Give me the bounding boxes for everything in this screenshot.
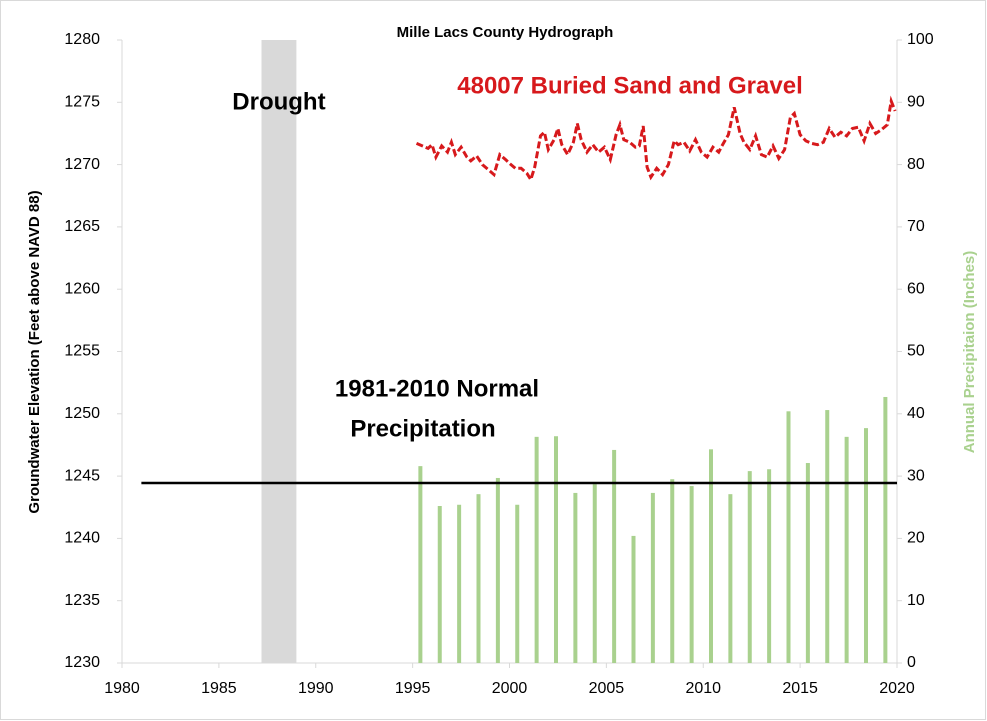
y2-axis-label: Annual Precipitaion (Inches): [961, 251, 978, 454]
precipitation-bar: [689, 486, 694, 663]
precipitation-bar: [786, 411, 791, 663]
y2-tick-label: 20: [907, 530, 925, 547]
precipitation-bar: [825, 410, 830, 663]
y-tick-label: 1275: [64, 94, 100, 111]
precipitation-bar: [534, 436, 539, 663]
precipitation-bar: [650, 492, 655, 663]
precipitation-bar: [592, 484, 597, 663]
x-tick-label: 2015: [782, 680, 818, 697]
precipitation-bar: [573, 492, 578, 663]
y2-tick-label: 100: [907, 31, 934, 48]
y-tick-label: 1250: [64, 405, 100, 422]
y-tick-label: 1260: [64, 280, 100, 297]
normal-precip-label: 1981-2010 Normal: [335, 375, 539, 402]
precipitation-bar: [883, 396, 888, 663]
y-tick-label: 1255: [64, 343, 100, 360]
y-tick-label: 1265: [64, 218, 100, 235]
y2-tick-label: 80: [907, 156, 925, 173]
precipitation-bar: [747, 471, 752, 663]
y2-tick-label: 0: [907, 654, 916, 671]
y2-tick-label: 70: [907, 218, 925, 235]
y-tick-label: 1240: [64, 530, 100, 547]
precipitation-bar: [670, 479, 675, 663]
drought-label: Drought: [232, 88, 325, 115]
x-tick-label: 1995: [395, 680, 431, 697]
drought-band: [261, 40, 297, 663]
precipitation-bar: [709, 449, 713, 663]
y2-tick-label: 30: [907, 467, 925, 484]
x-tick-label: 1985: [201, 680, 237, 697]
y-axis-label: Groundwater Elevation (Feet above NAVD 8…: [26, 190, 43, 513]
precipitation-bar: [728, 494, 733, 663]
precipitation-bar: [418, 466, 423, 663]
precipitation-bar: [844, 436, 849, 663]
precipitation-bar: [805, 463, 810, 663]
x-tick-label: 2010: [685, 680, 721, 697]
y-tick-label: 1270: [64, 156, 100, 173]
x-tick-label: 1990: [298, 680, 334, 697]
precipitation-bar: [767, 469, 772, 663]
precipitation-bar: [437, 506, 442, 663]
precipitation-bar: [612, 449, 617, 663]
x-tick-label: 2020: [879, 680, 915, 697]
x-tick-label: 1980: [104, 680, 140, 697]
precipitation-bar: [495, 477, 500, 663]
y-tick-label: 1280: [64, 31, 100, 48]
y-tick-label: 1230: [64, 654, 100, 671]
precipitation-bar: [631, 535, 636, 663]
y2-tick-label: 50: [907, 343, 925, 360]
y2-tick-label: 90: [907, 94, 925, 111]
normal-precip-label: Precipitation: [350, 415, 495, 442]
precipitation-bar: [476, 494, 481, 663]
precipitation-bar: [515, 504, 520, 663]
series-label: 48007 Buried Sand and Gravel: [457, 72, 802, 99]
chart-title: Mille Lacs County Hydrograph: [397, 24, 614, 41]
groundwater-line: [415, 95, 897, 184]
y2-tick-label: 10: [907, 592, 925, 609]
precipitation-bar: [457, 504, 462, 663]
precipitation-bar: [554, 436, 558, 663]
precipitation-bar: [864, 428, 868, 663]
y2-tick-label: 60: [907, 280, 925, 297]
x-tick-label: 2005: [589, 680, 625, 697]
y-tick-label: 1235: [64, 592, 100, 609]
x-tick-label: 2000: [492, 680, 528, 697]
y2-tick-label: 40: [907, 405, 925, 422]
y-tick-label: 1245: [64, 467, 100, 484]
